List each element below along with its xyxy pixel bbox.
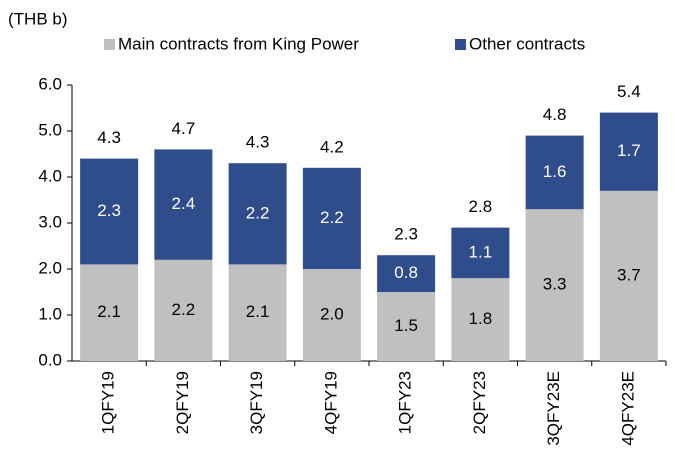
bar-segment	[451, 278, 510, 361]
value-label: 1.7	[617, 141, 641, 160]
value-label: 1.1	[469, 242, 493, 261]
value-label: 2.1	[246, 302, 270, 321]
y-tick-label: 0.0	[38, 350, 62, 369]
y-tick-label: 2.0	[38, 258, 62, 277]
x-tick-label: 1QFY23	[396, 371, 415, 434]
total-label: 4.7	[172, 119, 196, 138]
y-tick-label: 6.0	[38, 74, 62, 93]
value-label: 2.2	[172, 300, 196, 319]
bar-segment	[599, 190, 658, 361]
total-label: 5.4	[617, 82, 641, 101]
total-label: 4.3	[97, 128, 121, 147]
x-tick-label: 4QFY23E	[618, 371, 637, 446]
bar-segment	[377, 255, 436, 292]
bar-segment	[154, 259, 213, 361]
bar-segment	[599, 112, 658, 191]
value-label: 0.8	[394, 263, 418, 282]
value-label: 1.5	[394, 316, 418, 335]
value-label: 2.0	[320, 304, 344, 323]
x-tick-label: 4QFY19	[321, 371, 340, 434]
total-label: 4.8	[543, 105, 567, 124]
value-label: 3.3	[543, 275, 567, 294]
bar-segment	[80, 158, 139, 265]
value-label: 1.8	[469, 309, 493, 328]
bar-segment	[80, 264, 139, 361]
x-tick-label: 2QFY19	[173, 371, 192, 434]
bar-segment	[525, 135, 584, 210]
bar-segment	[302, 167, 361, 269]
legend-label: Other contracts	[469, 34, 585, 53]
value-label: 1.6	[543, 162, 567, 181]
value-label: 3.7	[617, 265, 641, 284]
total-label: 4.2	[320, 137, 344, 156]
x-tick-label: 3QFY23E	[544, 371, 563, 446]
value-label: 2.2	[320, 208, 344, 227]
bar-segment	[451, 227, 510, 279]
x-tick-label: 1QFY19	[99, 371, 118, 434]
bar-segment	[377, 292, 436, 361]
bar-segment	[154, 149, 213, 260]
y-tick-label: 5.0	[38, 120, 62, 139]
x-tick-label: 3QFY19	[247, 371, 266, 434]
legend-swatch	[104, 39, 115, 50]
total-label: 2.3	[394, 225, 418, 244]
y-tick-label: 4.0	[38, 166, 62, 185]
bar-segment	[525, 209, 584, 361]
value-label: 2.1	[97, 302, 121, 321]
y-tick-label: 3.0	[38, 212, 62, 231]
x-tick-label: 2QFY23	[470, 371, 489, 434]
y-tick-label: 1.0	[38, 304, 62, 323]
value-label: 2.2	[246, 203, 270, 222]
value-label: 2.4	[172, 194, 196, 213]
bar-segment	[228, 163, 287, 265]
total-label: 4.3	[246, 133, 270, 152]
bar-segment	[228, 264, 287, 361]
unit-label: (THB b)	[8, 9, 68, 28]
value-label: 2.3	[97, 201, 121, 220]
legend-swatch	[455, 39, 466, 50]
legend-label: Main contracts from King Power	[118, 34, 359, 53]
total-label: 2.8	[469, 197, 493, 216]
bar-segment	[302, 269, 361, 361]
